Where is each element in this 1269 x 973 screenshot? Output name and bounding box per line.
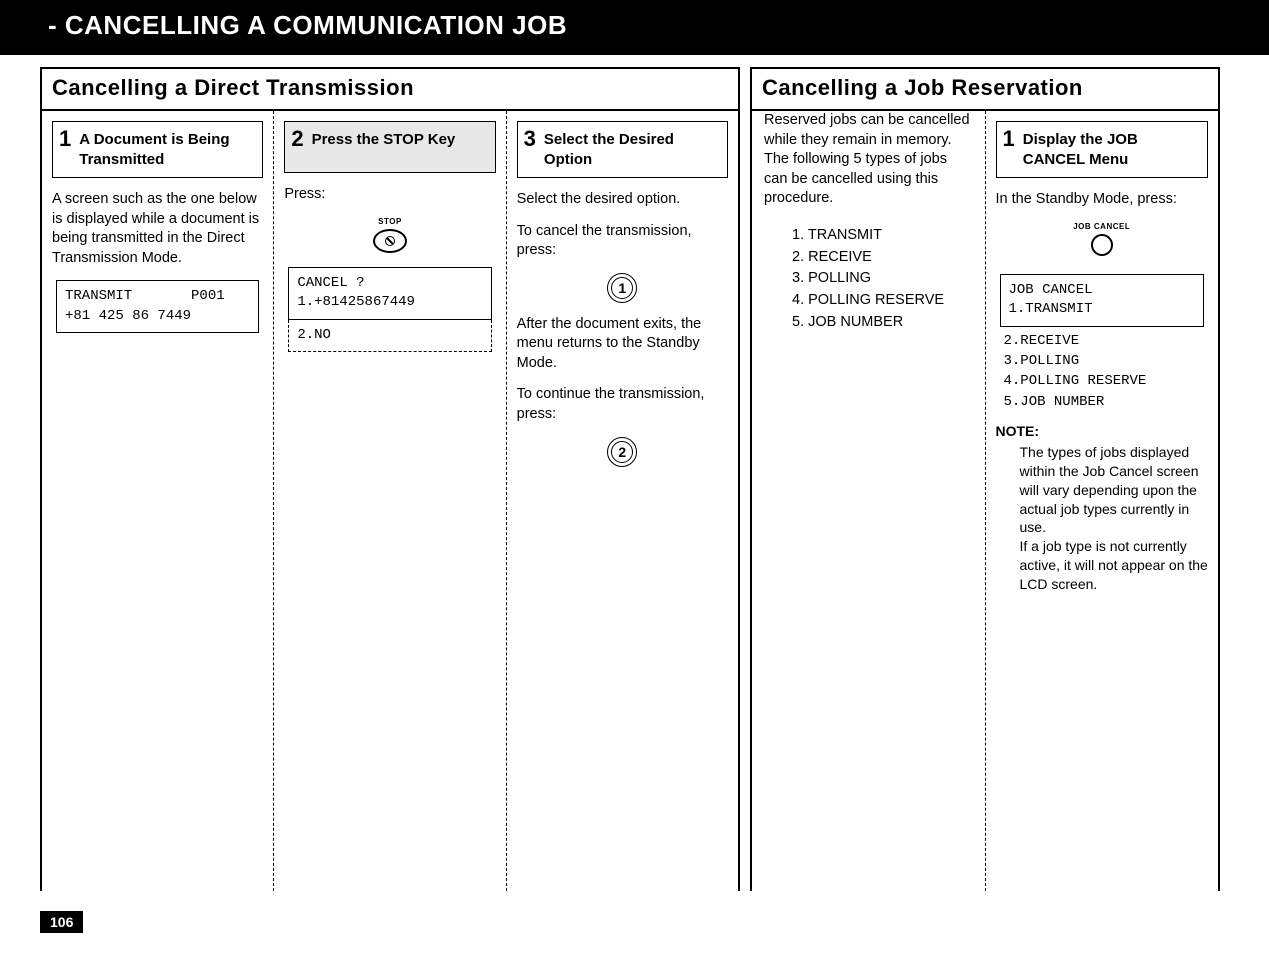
key-2: 2 <box>611 441 633 463</box>
section-header-right: Cancelling a Job Reservation <box>752 69 1218 111</box>
stop-inner-icon <box>385 236 395 246</box>
lcd-line: 2.NO <box>297 327 331 343</box>
job-cancel-label: JOB CANCEL <box>996 222 1209 231</box>
step-3-body3: After the document exits, the menu retur… <box>517 315 728 374</box>
step-3-body4: To continue the transmission, press: <box>517 385 728 424</box>
step-3-box: 3 Select the Desired Option <box>517 121 728 178</box>
stop-icon <box>373 229 407 253</box>
lcd-line: JOB CANCEL <box>1009 282 1093 298</box>
step-3-body2: To cancel the transmission, press: <box>517 222 728 261</box>
step-1-col: 1 A Document is Being Transmitted A scre… <box>42 111 274 891</box>
list-item: 4. POLLING RESERVE <box>792 290 975 312</box>
lcd-job-cancel: JOB CANCEL 1.TRANSMIT <box>1000 274 1205 327</box>
list-item: 5. JOB NUMBER <box>792 312 975 334</box>
step-title: Display the JOB CANCEL Menu <box>1023 128 1199 169</box>
note-block: NOTE: The types of jobs displayed within… <box>996 422 1209 594</box>
step-title: A Document is Being Transmitted <box>79 128 254 169</box>
section-job-reservation: Cancelling a Job Reservation Reserved jo… <box>750 67 1220 891</box>
lcd-line: CANCEL ? <box>297 275 364 291</box>
step-title: Select the Desired Option <box>544 128 719 169</box>
step-number: 3 <box>524 128 536 150</box>
content-area: Cancelling a Direct Transmission 1 A Doc… <box>0 55 1269 891</box>
note-title: NOTE: <box>996 422 1209 441</box>
job-cancel-icon <box>1091 234 1113 256</box>
lcd-cancel-top: CANCEL ? 1.+81425867449 <box>288 267 491 320</box>
step-2-box: 2 Press the STOP Key <box>284 121 495 173</box>
step-number: 1 <box>1003 128 1015 150</box>
list-item: 3. POLLING <box>792 268 975 290</box>
job-cancel-options: 2.RECEIVE 3.POLLING 4.POLLING RESERVE 5.… <box>996 331 1209 412</box>
left-columns: 1 A Document is Being Transmitted A scre… <box>42 111 738 891</box>
step-2-press: Press: <box>284 185 495 205</box>
list-item: 3.POLLING <box>1004 351 1201 371</box>
step-number: 1 <box>59 128 71 150</box>
page-title-bar: - CANCELLING A COMMUNICATION JOB <box>0 0 1269 55</box>
step-number: 2 <box>291 128 303 150</box>
note-body-1: The types of jobs displayed within the J… <box>996 443 1209 537</box>
step-title: Press the STOP Key <box>312 128 456 150</box>
reservation-step-1-col: 1 Display the JOB CANCEL Menu In the Sta… <box>986 111 1219 891</box>
stop-key: STOP <box>284 217 495 253</box>
page-title: - CANCELLING A COMMUNICATION JOB <box>48 10 567 40</box>
page: - CANCELLING A COMMUNICATION JOB Cancell… <box>0 0 1269 973</box>
stop-label: STOP <box>284 217 495 226</box>
page-number: 106 <box>40 911 83 933</box>
res-step-1-box: 1 Display the JOB CANCEL Menu <box>996 121 1209 178</box>
key-2-outer: 2 <box>607 437 637 467</box>
list-item: 4.POLLING RESERVE <box>1004 371 1201 391</box>
step-3-body1: Select the desired option. <box>517 190 728 210</box>
lcd-transmit: TRANSMIT P001 +81 425 86 7449 <box>56 280 259 333</box>
section-direct-transmission: Cancelling a Direct Transmission 1 A Doc… <box>40 67 740 891</box>
lcd-line: 1.+81425867449 <box>297 294 415 310</box>
list-item: 5.JOB NUMBER <box>1004 392 1201 412</box>
reservation-intro-col: Reserved jobs can be cancelled while the… <box>752 111 986 891</box>
list-item: 2.RECEIVE <box>1004 331 1201 351</box>
step-1-body: A screen such as the one below is displa… <box>52 190 263 268</box>
note-body-2: If a job type is not currently active, i… <box>996 537 1209 594</box>
step-3-col: 3 Select the Desired Option Select the d… <box>507 111 738 891</box>
right-columns: Reserved jobs can be cancelled while the… <box>752 111 1218 891</box>
list-item: 2. RECEIVE <box>792 247 975 269</box>
lcd-line: 1.TRANSMIT <box>1009 301 1093 317</box>
list-item: 1. TRANSMIT <box>792 225 975 247</box>
lcd-cancel: CANCEL ? 1.+81425867449 2.NO <box>288 267 491 353</box>
lcd-line: +81 425 86 7449 <box>65 308 191 324</box>
step-1-box: 1 A Document is Being Transmitted <box>52 121 263 178</box>
step-2-col: 2 Press the STOP Key Press: STOP CANCEL … <box>274 111 506 891</box>
lcd-line: TRANSMIT P001 <box>65 288 225 304</box>
res-step-1-body: In the Standby Mode, press: <box>996 190 1209 210</box>
lcd-cancel-bottom: 2.NO <box>288 320 491 353</box>
job-type-list: 1. TRANSMIT 2. RECEIVE 3. POLLING 4. POL… <box>762 225 975 334</box>
reservation-intro: Reserved jobs can be cancelled while the… <box>762 111 975 209</box>
key-1: 1 <box>611 277 633 299</box>
section-header-left: Cancelling a Direct Transmission <box>42 69 738 111</box>
job-cancel-key: JOB CANCEL <box>996 222 1209 256</box>
key-1-outer: 1 <box>607 273 637 303</box>
